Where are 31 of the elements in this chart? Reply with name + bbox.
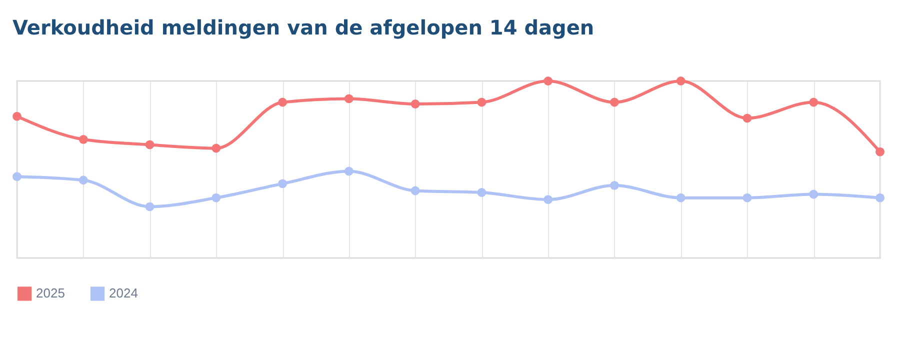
- point: [278, 179, 288, 188]
- point: [809, 190, 818, 199]
- point: [344, 94, 354, 104]
- point: [477, 188, 486, 197]
- point: [12, 172, 22, 182]
- point: [876, 193, 884, 202]
- point: [544, 195, 553, 204]
- legend-label: 2024: [109, 286, 138, 301]
- point: [610, 180, 619, 190]
- point: [876, 147, 884, 156]
- point: [610, 98, 619, 107]
- point: [212, 144, 221, 153]
- point: [12, 112, 22, 121]
- point: [410, 186, 420, 196]
- point: [278, 98, 288, 107]
- legend-label: 2025: [36, 286, 65, 301]
- point: [145, 202, 154, 212]
- point: [742, 193, 752, 202]
- point: [145, 140, 154, 150]
- point: [410, 100, 420, 108]
- chart-title: Verkoudheid meldingen van de afgelopen 14 dagen: [12, 16, 594, 40]
- point: [676, 193, 686, 202]
- point: [78, 134, 88, 144]
- point: [742, 114, 752, 123]
- point: [344, 166, 354, 176]
- point: [809, 98, 818, 107]
- point: [676, 76, 686, 86]
- point: [78, 176, 88, 185]
- point: [477, 98, 486, 107]
- point: [212, 193, 221, 202]
- point: [544, 76, 553, 86]
